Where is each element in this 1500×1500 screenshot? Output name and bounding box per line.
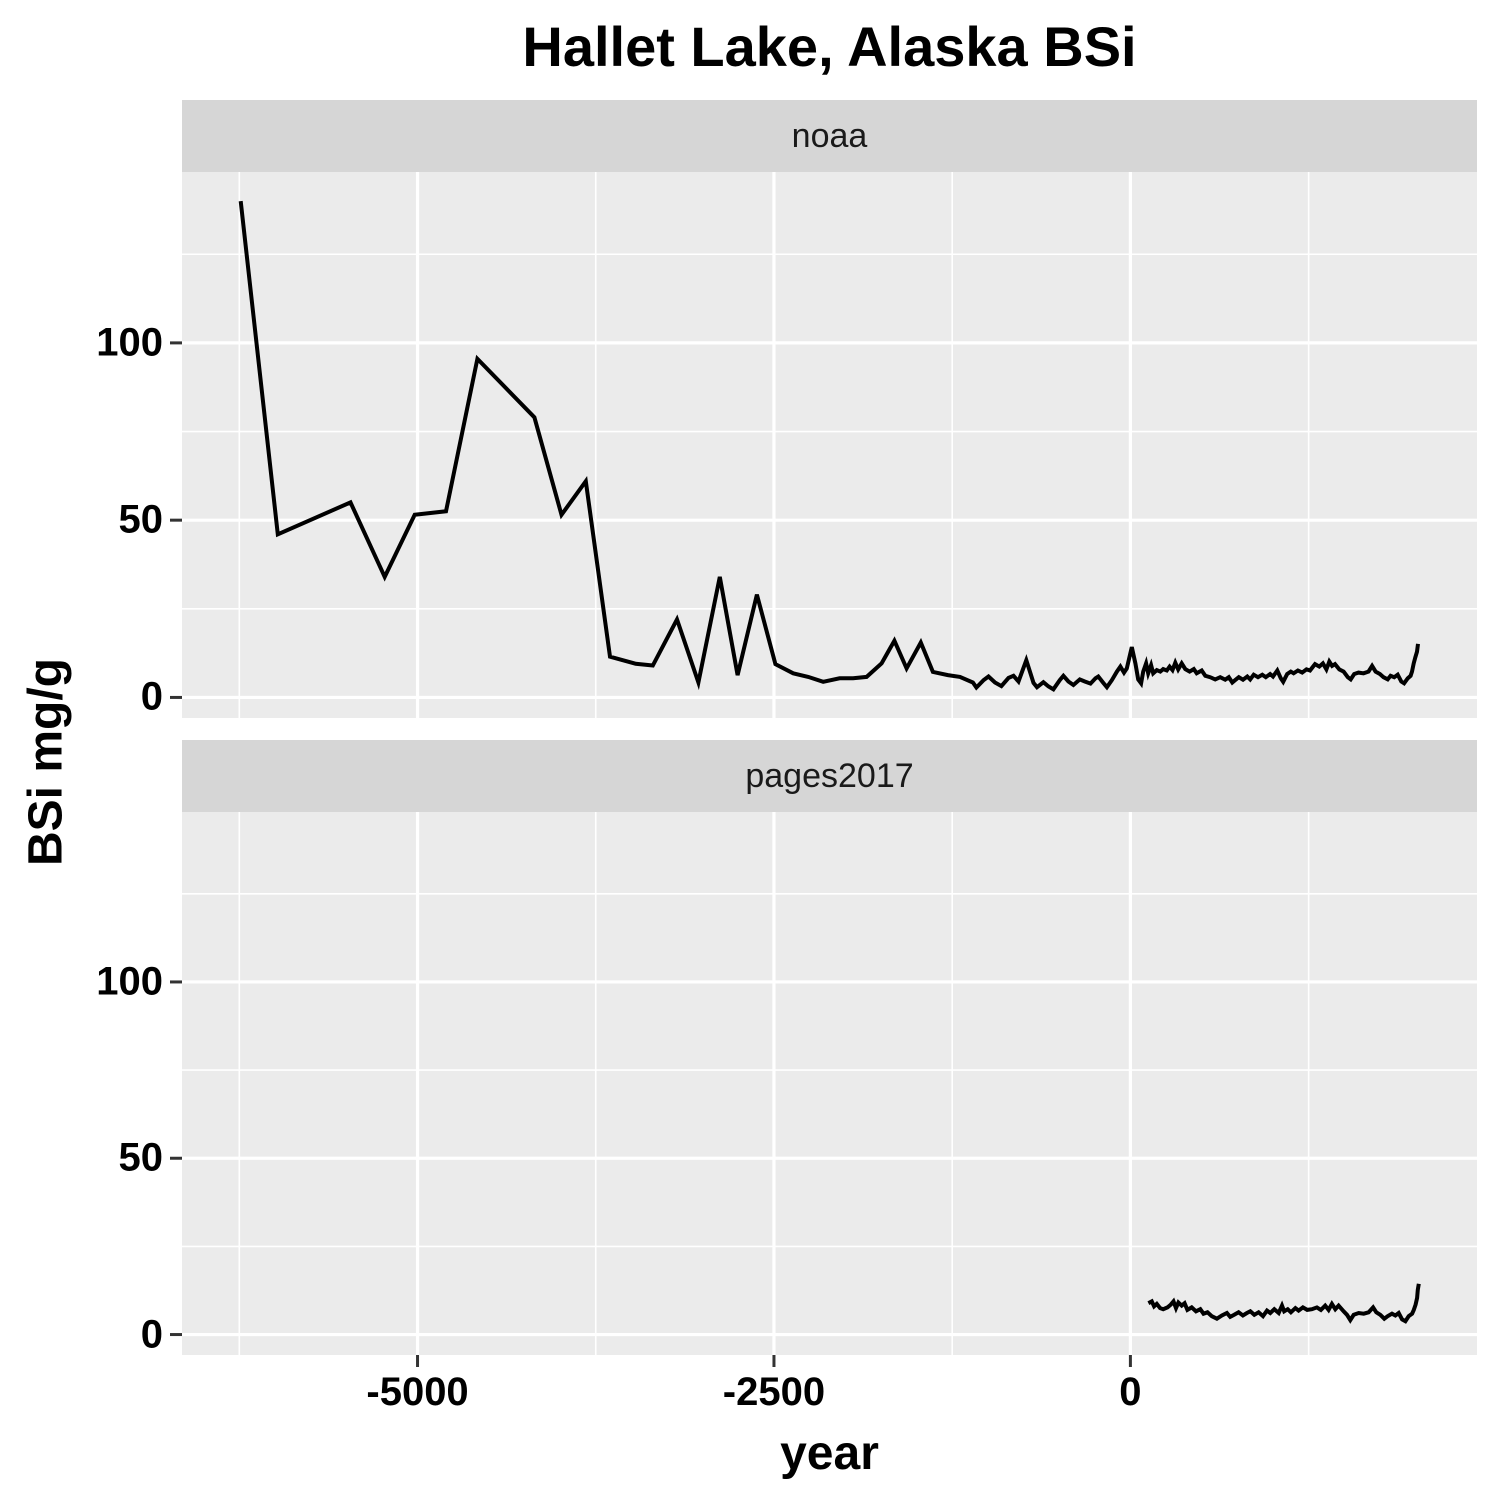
facet-strip-noaa [182,100,1477,172]
facet-strip-label-pages2017: pages2017 [182,740,1477,812]
y-tick-label-100: 100 [96,320,163,365]
y-tick-label-50: 50 [118,497,164,542]
x-tick-label-0: 0 [1119,1370,1142,1414]
x-tick-label--5000: -5000 [366,1370,469,1414]
series-line-pages2017 [1147,1283,1421,1324]
y-tick-label-0: 0 [140,674,163,719]
panel-background-noaa [182,172,1477,718]
x-tick-label--2500: -2500 [722,1370,826,1414]
y-tick-label-0: 0 [140,1312,163,1357]
facet-label-text: noaa [791,117,868,155]
chart-title: Hallet Lake, Alaska BSi [522,15,1137,78]
facet-strip-pages2017 [182,740,1477,812]
y-tick-label-50: 50 [118,1135,164,1180]
x-axis-title: year [780,1427,879,1480]
facet-strip-label-noaa: noaa [182,100,1477,172]
facet-label-text: pages2017 [745,757,914,795]
series-line-noaa [238,200,1420,692]
panel-background-pages2017 [182,812,1477,1355]
y-tick-label-100: 100 [96,959,163,1004]
